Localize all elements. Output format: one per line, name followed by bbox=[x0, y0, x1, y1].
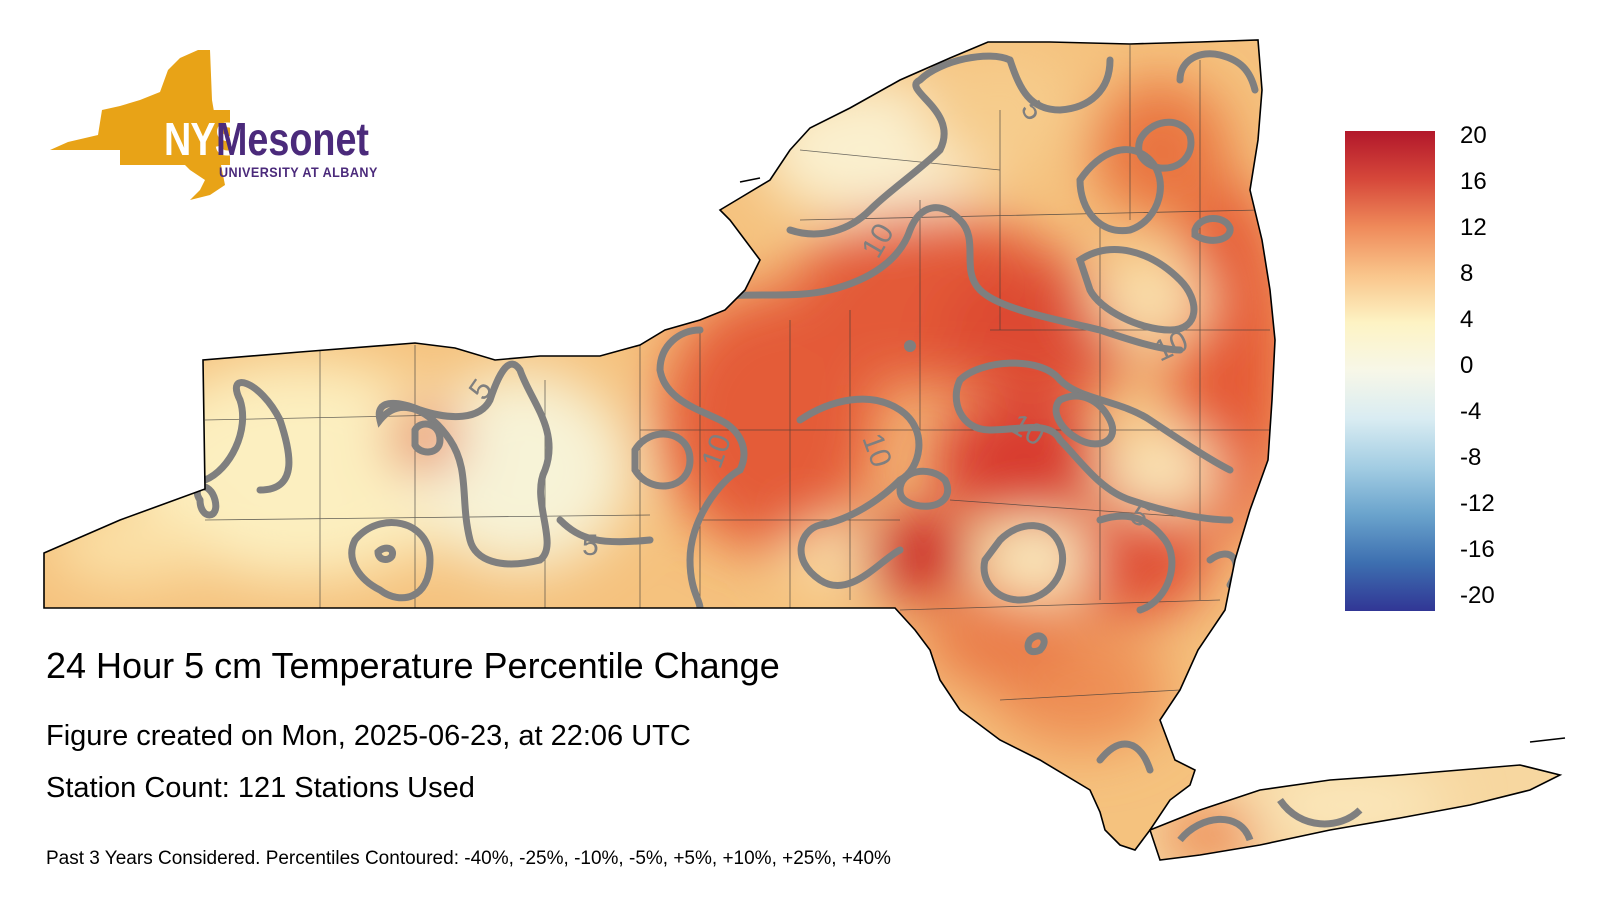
station-count: Station Count: 121 Stations Used bbox=[46, 772, 475, 804]
colorbar-tick-label: 20 bbox=[1460, 122, 1487, 149]
colorbar-tick-label: 16 bbox=[1460, 168, 1487, 195]
colorbar-tick-label: 0 bbox=[1460, 352, 1474, 379]
logo-mesonet-text: Mesonet bbox=[216, 113, 370, 165]
colorbar-tick-label: 4 bbox=[1460, 306, 1474, 333]
colorbar-tick-label: 8 bbox=[1460, 260, 1474, 287]
ny-state-shape-icon bbox=[50, 50, 230, 200]
map-title: 24 Hour 5 cm Temperature Percentile Chan… bbox=[46, 645, 780, 686]
created-timestamp: Figure created on Mon, 2025-06-23, at 22… bbox=[46, 720, 691, 752]
colorbar-tick-label: -12 bbox=[1460, 490, 1495, 517]
nys-mesonet-logo: NYS Mesonet UNIVERSITY AT ALBANY bbox=[40, 40, 400, 220]
contour-lines bbox=[193, 50, 1259, 774]
footnote: Past 3 Years Considered. Percentiles Con… bbox=[46, 848, 891, 869]
colorbar-tick-label: -8 bbox=[1460, 444, 1482, 471]
colorbar-tick-label: -4 bbox=[1460, 398, 1482, 425]
colorbar-tick-label: 12 bbox=[1460, 214, 1487, 241]
colorbar-tick-label: -20 bbox=[1460, 582, 1495, 609]
colorbar bbox=[1345, 131, 1435, 611]
logo-subtitle: UNIVERSITY AT ALBANY bbox=[219, 164, 378, 180]
svg-text:5: 5 bbox=[582, 529, 599, 562]
colorbar-tick-label: -16 bbox=[1460, 536, 1495, 563]
logo-nys-text: NYS bbox=[164, 113, 240, 165]
